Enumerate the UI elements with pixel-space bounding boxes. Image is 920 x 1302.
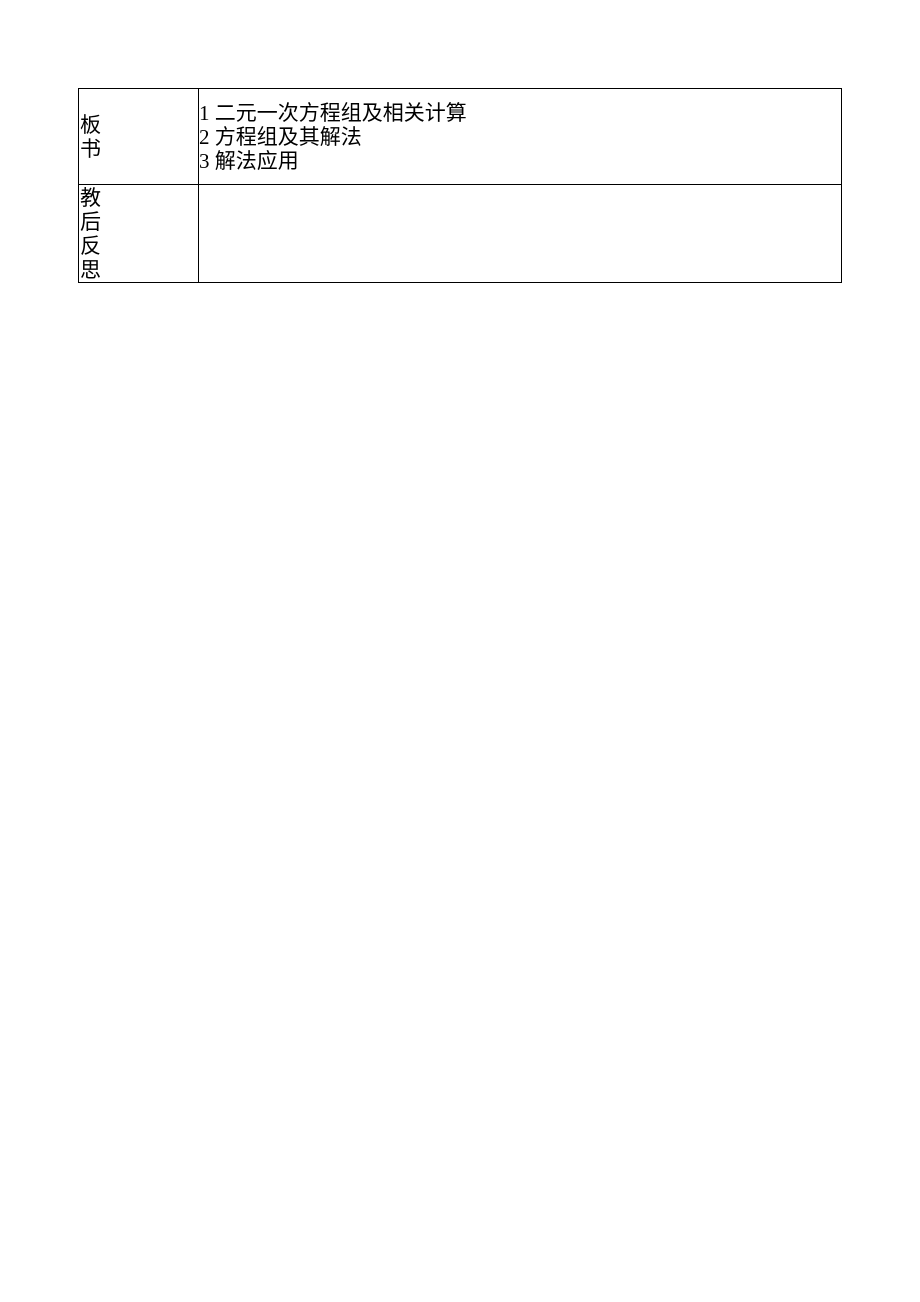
label-char: 后 [79,210,101,234]
table-row: 板 书 1 二元一次方程组及相关计算 2 方程组及其解法 3 解法应用 [79,89,842,185]
content-line: 3 解法应用 [199,149,841,173]
label-char: 板 [79,113,101,137]
page: 板 书 1 二元一次方程组及相关计算 2 方程组及其解法 3 解法应用 教 后 … [0,0,920,283]
lesson-table: 板 书 1 二元一次方程组及相关计算 2 方程组及其解法 3 解法应用 教 后 … [78,88,842,283]
row-label-cell: 教 后 反 思 [79,185,199,283]
label-char: 教 [79,186,101,210]
row-label: 板 书 [79,113,101,161]
row-content-cell [199,185,842,283]
table-row: 教 后 反 思 [79,185,842,283]
label-char: 思 [79,258,101,282]
content-line: 2 方程组及其解法 [199,125,841,149]
row-content-cell: 1 二元一次方程组及相关计算 2 方程组及其解法 3 解法应用 [199,89,842,185]
label-char: 书 [79,137,101,161]
row-label: 教 后 反 思 [79,186,101,282]
content-line: 1 二元一次方程组及相关计算 [199,101,841,125]
row-label-cell: 板 书 [79,89,199,185]
label-char: 反 [79,234,101,258]
